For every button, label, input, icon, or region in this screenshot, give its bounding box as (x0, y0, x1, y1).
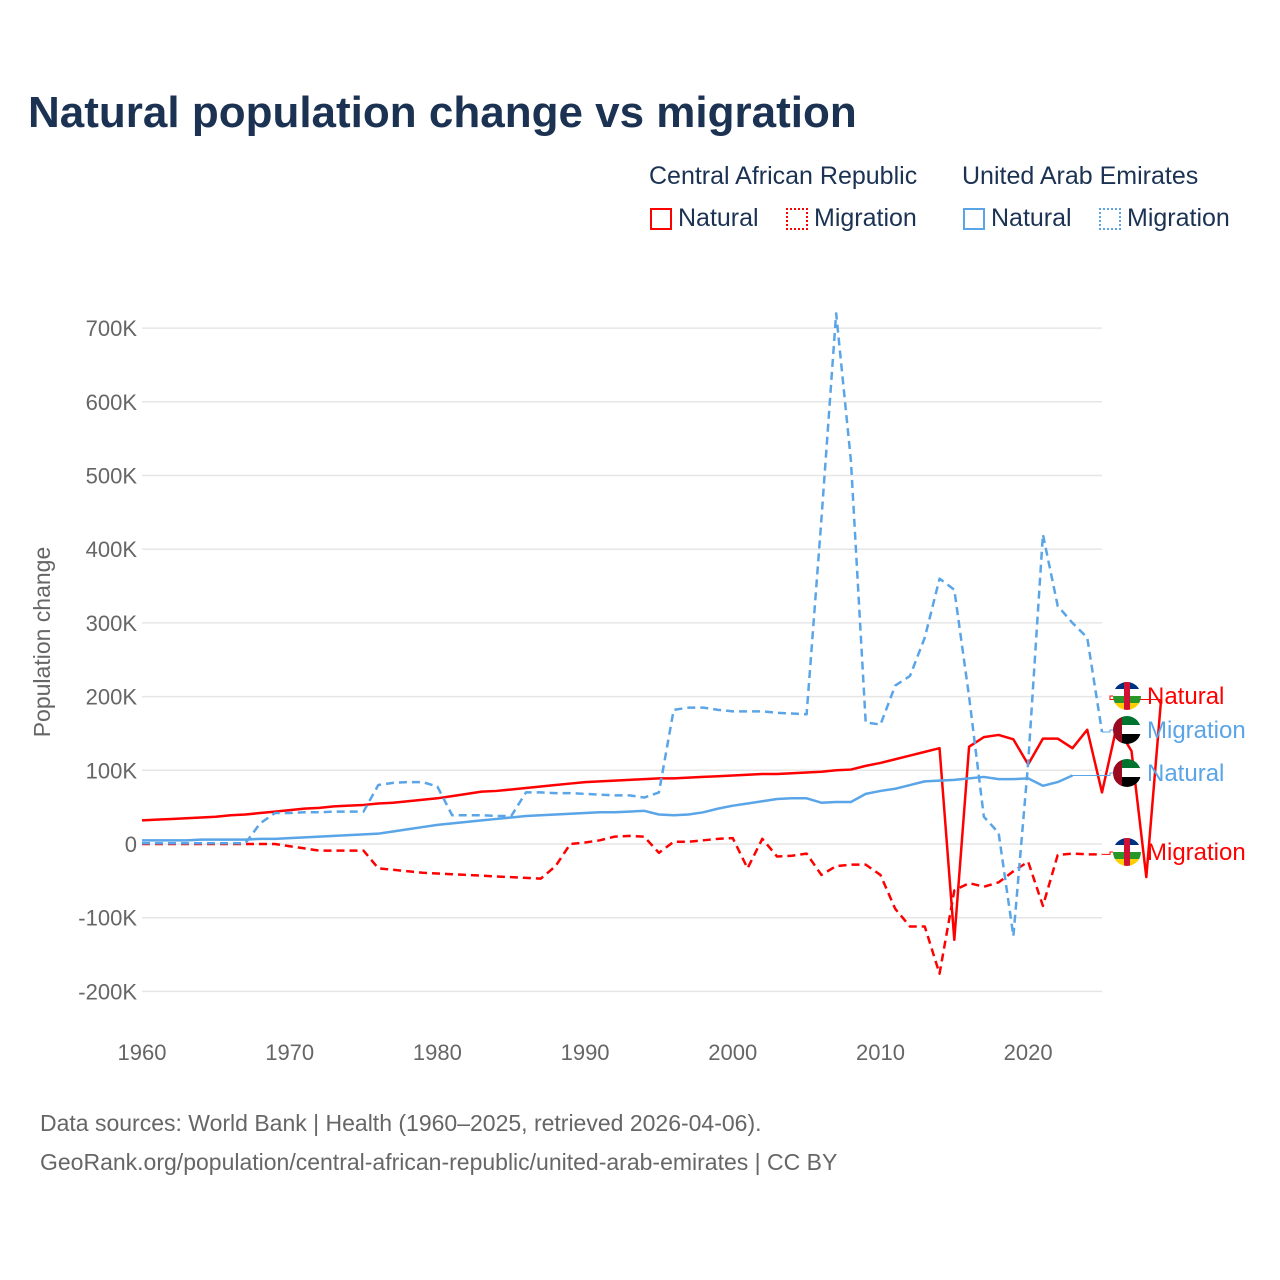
end-label: Natural (1147, 683, 1224, 710)
series-line-1[interactable] (142, 834, 1102, 975)
series-line-2[interactable] (142, 774, 1073, 842)
end-label-connector (1102, 851, 1114, 855)
y-tick-label: 300K (86, 611, 138, 636)
end-label: Migration (1147, 839, 1246, 866)
legend-car-natural[interactable]: Natural (650, 204, 759, 233)
car-flag-icon (1113, 838, 1141, 866)
y-tick-label: 0 (125, 832, 137, 857)
legend-label: Migration (814, 204, 917, 232)
y-tick-label: -100K (78, 906, 137, 931)
end-label: Natural (1147, 760, 1224, 787)
x-tick-label: 1970 (265, 1040, 314, 1065)
footer-link[interactable]: GeoRank.org/population/central-african-r… (40, 1149, 838, 1175)
x-tick-label: 1980 (413, 1040, 462, 1065)
legend-swatch-dotted-blue (1099, 207, 1121, 230)
uae-flag-icon (1113, 759, 1141, 787)
legend-label: Natural (991, 204, 1072, 232)
y-tick-label: 400K (86, 537, 138, 562)
legend-group-uae: United Arab Emirates (962, 162, 1199, 190)
legend-group-car: Central African Republic (649, 162, 918, 190)
x-tick-label: 2000 (708, 1040, 757, 1065)
footer-sources: Data sources: World Bank | Health (1960–… (40, 1110, 762, 1136)
end-label-connector (1072, 772, 1114, 776)
legend-uae-migration[interactable]: Migration (1099, 204, 1230, 233)
legend-swatch-dotted-red (786, 207, 808, 230)
end-label-connector (1109, 695, 1162, 701)
y-tick-label: -200K (78, 979, 137, 1004)
y-tick-label: 700K (86, 316, 138, 341)
legend-label: Natural (678, 204, 759, 232)
uae-flag-icon (1113, 716, 1141, 744)
x-tick-label: 1960 (118, 1040, 167, 1065)
x-tick-label: 2010 (856, 1040, 905, 1065)
x-tick-label: 1990 (561, 1040, 610, 1065)
series-line-0[interactable] (141, 699, 1163, 942)
legend-swatch-solid-blue (963, 207, 985, 230)
end-label-connector (1102, 729, 1114, 733)
y-tick-label: 600K (86, 390, 138, 415)
legend-uae-natural[interactable]: Natural (963, 204, 1072, 233)
legend-car-migration[interactable]: Migration (786, 204, 917, 233)
end-label: Migration (1147, 717, 1246, 744)
y-axis-label: Population change (29, 547, 55, 738)
y-tick-label: 200K (86, 685, 138, 710)
legend-swatch-solid-red (650, 207, 672, 230)
chart-title: Natural population change vs migration (28, 88, 857, 137)
y-tick-label: 100K (86, 758, 138, 783)
y-tick-label: 500K (86, 464, 138, 489)
car-flag-icon (1113, 682, 1141, 710)
series-line-3[interactable] (142, 312, 1104, 938)
x-tick-label: 2020 (1004, 1040, 1053, 1065)
legend-label: Migration (1127, 204, 1230, 232)
